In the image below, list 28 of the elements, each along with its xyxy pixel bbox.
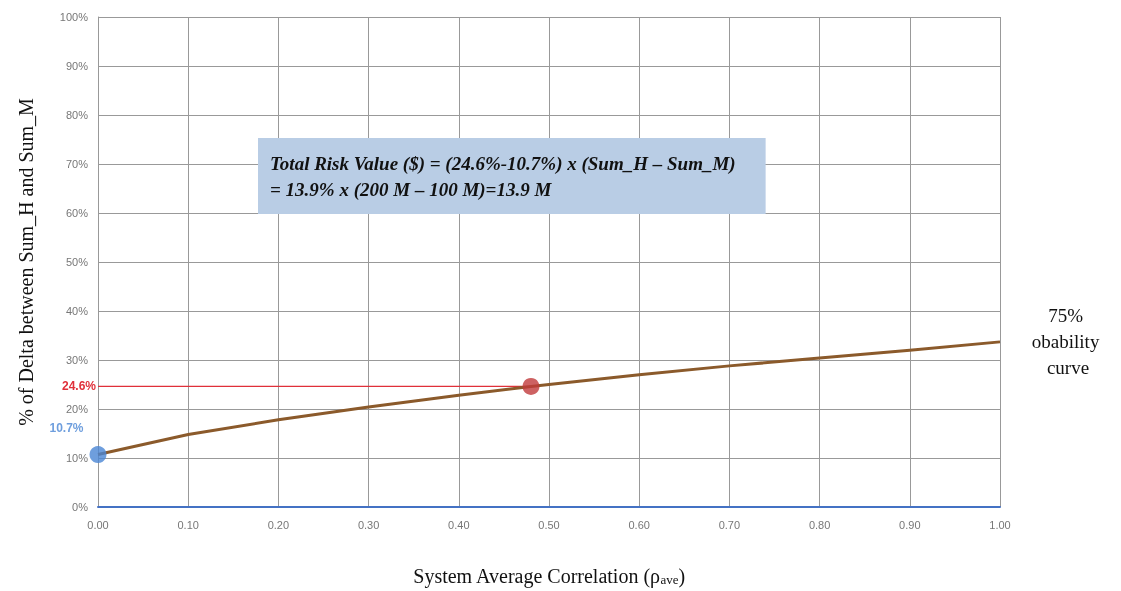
data-label: 24.6% (61, 379, 97, 394)
x-tick-label: 0.40 (448, 518, 470, 531)
series-label: 75% obability curve (1031, 305, 1105, 379)
y-tick-label: 10% (65, 452, 89, 464)
y-tick-label: 100% (59, 11, 89, 23)
x-tick-label: 0.80 (808, 518, 831, 531)
x-tick-label: 0.60 (628, 518, 650, 531)
y-tick-label: 50% (65, 256, 89, 268)
annotation: Total Risk Value ($) = (24.6%-10.7%) x (Sum_H – Sum_M) = 13.9% x (200 M – 100 M)=13.9 M (270, 152, 736, 201)
x-tick-label: 0.30 (357, 518, 380, 531)
x-tick-label: 1.00 (989, 518, 1011, 531)
y-tick-label: 20% (65, 403, 89, 415)
y-tick-label: 90% (65, 60, 89, 72)
data-label: 10.7% (49, 421, 84, 436)
y-tick-label: 0% (72, 501, 89, 513)
x-tick-label: 0.10 (177, 518, 199, 531)
y-tick-label: 80% (65, 109, 89, 121)
y-axis-title: % of Delta between Sum_H and Sum_M (15, 97, 37, 426)
y-tick-label: 40% (65, 305, 89, 317)
y-tick-label: 60% (65, 207, 89, 219)
x-tick-label: 0.20 (267, 518, 290, 531)
x-axis-title: System Average Correlation (ρave) (413, 564, 686, 588)
x-tick-label: 0.00 (87, 518, 109, 531)
x-tick-label: 0.70 (718, 518, 741, 531)
y-tick-label: 70% (65, 158, 89, 170)
x-tick-label: 0.50 (538, 518, 560, 531)
y-tick-label: 30% (65, 354, 89, 366)
x-tick-label: 0.90 (899, 518, 921, 531)
